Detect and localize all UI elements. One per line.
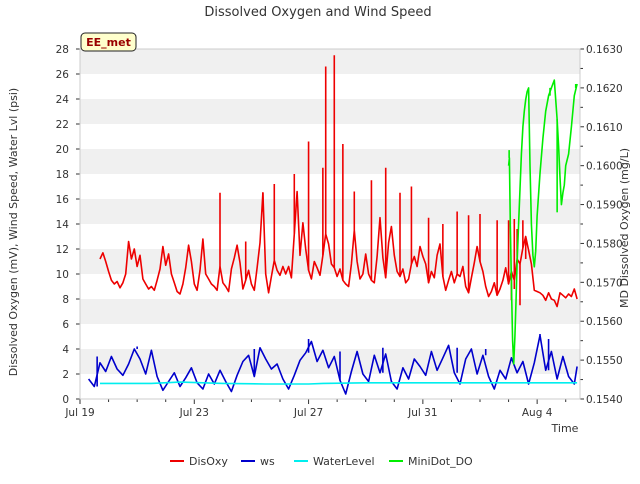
- site-label-badge: EE_met: [80, 32, 137, 52]
- series-line-waterlevel: [100, 381, 578, 385]
- y-tick-right-label: 0.1600: [586, 161, 623, 173]
- y-tick-right-label: 0.1630: [586, 44, 623, 56]
- legend-label-ws: ws: [260, 455, 275, 468]
- legend-label-minidot-do: MiniDot_DO: [408, 455, 473, 468]
- y-tick-right-label: 0.1610: [586, 122, 623, 134]
- y-tick-right-label: 0.1540: [586, 394, 623, 406]
- y-axis-label-right: MD Dissolved Oxygen (mg/L): [618, 148, 631, 308]
- y-tick-right-label: 0.1590: [586, 200, 623, 212]
- y-tick-left-label: 2: [62, 369, 69, 381]
- y-tick-left-label: 24: [56, 94, 70, 106]
- y-tick-left-label: 0: [62, 394, 69, 406]
- series-line-minidot-do: [507, 79, 578, 365]
- y-tick-left-label: 28: [56, 44, 69, 56]
- site-label: EE_met: [86, 36, 131, 49]
- grid-band: [80, 149, 580, 174]
- legend-label-waterlevel: WaterLevel: [313, 455, 375, 468]
- y-tick-right-label: 0.1620: [586, 83, 623, 95]
- series-line-ws: [87, 334, 578, 395]
- grid-band: [80, 99, 580, 124]
- y-tick-right-label: 0.1570: [586, 277, 623, 289]
- grid-band: [80, 299, 580, 324]
- x-axis-label: Time: [551, 422, 579, 435]
- x-tick-label: Jul 19: [64, 407, 94, 419]
- axis-ticks: 02468101214161820222426280.15400.15500.1…: [56, 44, 623, 419]
- chart-title: Dissolved Oxygen and Wind Speed: [204, 5, 431, 20]
- y-tick-left-label: 4: [62, 344, 69, 356]
- series-layer: [87, 55, 578, 395]
- y-tick-left-label: 20: [56, 144, 69, 156]
- x-tick-label: Jul 23: [179, 407, 209, 419]
- legend-label-disoxy: DisOxy: [189, 455, 228, 468]
- x-tick-label: Aug 4: [522, 407, 553, 419]
- y-tick-left-label: 22: [56, 119, 69, 131]
- x-tick-label: Jul 27: [293, 407, 323, 419]
- y-tick-right-label: 0.1550: [586, 355, 623, 367]
- grid-band: [80, 199, 580, 224]
- y-tick-left-label: 12: [56, 244, 69, 256]
- y-tick-left-label: 10: [56, 269, 69, 281]
- y-axis-label-left: Dissolved Oxygen (mV), Wind Speed, Water…: [7, 88, 20, 376]
- y-tick-left-label: 14: [56, 219, 70, 231]
- y-tick-left-label: 8: [62, 294, 69, 306]
- x-tick-label: Jul 31: [407, 407, 437, 419]
- plot-frame: [79, 48, 581, 400]
- y-tick-right-label: 0.1560: [586, 316, 623, 328]
- grid-band: [80, 349, 580, 374]
- y-tick-left-label: 16: [56, 194, 70, 206]
- legend: DisOxy ws WaterLevel MiniDot_DO: [170, 455, 473, 468]
- y-tick-right-label: 0.1580: [586, 238, 623, 250]
- y-tick-left-label: 26: [56, 69, 70, 81]
- grid-band: [80, 49, 580, 74]
- y-tick-left-label: 6: [62, 319, 69, 331]
- y-tick-left-label: 18: [56, 169, 69, 181]
